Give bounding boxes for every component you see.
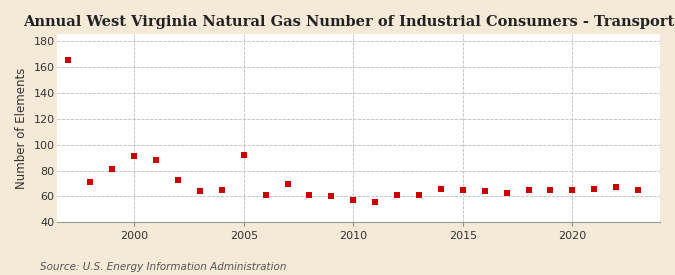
Point — [632, 188, 643, 192]
Point — [370, 199, 381, 204]
Text: Source: U.S. Energy Information Administration: Source: U.S. Energy Information Administ… — [40, 262, 287, 272]
Point — [435, 186, 446, 191]
Point — [611, 185, 622, 189]
Point — [348, 198, 358, 203]
Point — [85, 180, 96, 185]
Point — [151, 158, 161, 162]
Point — [194, 189, 205, 194]
Point — [523, 188, 534, 192]
Point — [458, 188, 468, 192]
Point — [414, 193, 425, 197]
Title: Annual West Virginia Natural Gas Number of Industrial Consumers - Transported: Annual West Virginia Natural Gas Number … — [24, 15, 675, 29]
Point — [282, 181, 293, 186]
Point — [107, 167, 117, 171]
Point — [502, 190, 512, 195]
Point — [173, 177, 184, 182]
Point — [129, 154, 140, 158]
Point — [304, 193, 315, 197]
Point — [326, 194, 337, 199]
Point — [217, 188, 227, 192]
Point — [392, 193, 402, 197]
Point — [260, 193, 271, 197]
Point — [479, 189, 490, 194]
Point — [589, 186, 599, 191]
Y-axis label: Number of Elements: Number of Elements — [15, 68, 28, 189]
Point — [238, 153, 249, 157]
Point — [545, 188, 556, 192]
Point — [63, 58, 74, 62]
Point — [567, 188, 578, 192]
